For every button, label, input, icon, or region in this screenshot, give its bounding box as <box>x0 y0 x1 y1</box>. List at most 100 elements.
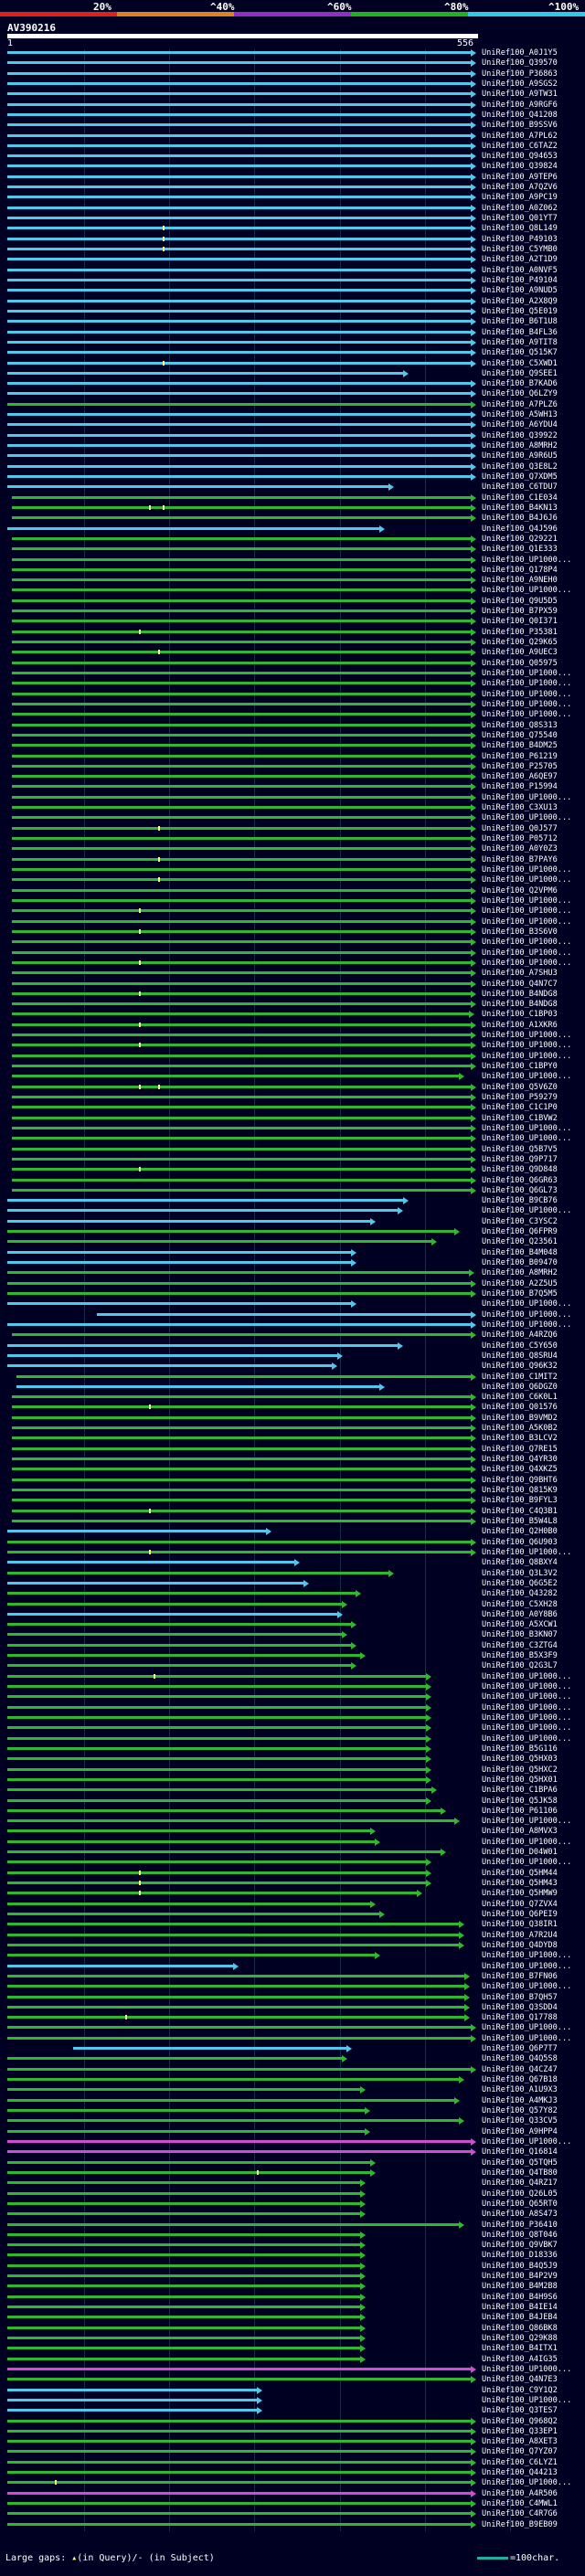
hit-row[interactable]: UniRef100_UP1000... <box>0 669 585 680</box>
hit-bar[interactable] <box>7 2078 460 2082</box>
hit-accession-link[interactable]: UniRef100_P59279 <box>482 1092 558 1102</box>
hit-row[interactable]: UniRef100_B4IE14 <box>0 2303 585 2314</box>
hit-bar[interactable] <box>7 1240 431 1244</box>
hit-row[interactable]: UniRef100_P05712 <box>0 834 585 845</box>
hit-accession-link[interactable]: UniRef100_A8MRH2 <box>482 1268 558 1278</box>
hit-row[interactable]: UniRef100_A4R506 <box>0 2488 585 2500</box>
hit-accession-link[interactable]: UniRef100_Q5HX03 <box>482 1754 558 1765</box>
hit-row[interactable]: UniRef100_UP1000... <box>0 917 585 928</box>
hit-bar[interactable] <box>7 2522 471 2526</box>
hit-bar[interactable] <box>12 991 471 995</box>
hit-bar[interactable] <box>12 1436 471 1440</box>
hit-row[interactable]: UniRef100_A9TIT8 <box>0 338 585 349</box>
hit-bar[interactable] <box>12 1168 471 1171</box>
hit-bar[interactable] <box>7 112 471 116</box>
hit-row[interactable]: UniRef100_A7SHU3 <box>0 969 585 980</box>
hit-row[interactable]: UniRef100_Q05975 <box>0 659 585 670</box>
hit-bar[interactable] <box>7 1364 333 1368</box>
hit-bar[interactable] <box>12 940 471 944</box>
hit-accession-link[interactable]: UniRef100_B4Q5J9 <box>482 2261 558 2271</box>
hit-row[interactable]: UniRef100_A8MRH2 <box>0 1268 585 1279</box>
hit-accession-link[interactable]: UniRef100_A7PL62 <box>482 131 558 141</box>
hit-row[interactable]: UniRef100_UP1000... <box>0 1692 585 1703</box>
hit-row[interactable]: UniRef100_UP1000... <box>0 1858 585 1869</box>
hit-bar[interactable] <box>12 1002 471 1006</box>
hit-accession-link[interactable]: UniRef100_Q8L149 <box>482 224 558 234</box>
hit-bar[interactable] <box>7 1261 351 1265</box>
hit-bar[interactable] <box>7 1871 427 1874</box>
hit-accession-link[interactable]: UniRef100_UP1000... <box>482 958 572 968</box>
hit-bar[interactable] <box>12 1188 471 1192</box>
hit-row[interactable]: UniRef100_A8XET3 <box>0 2437 585 2448</box>
hit-row[interactable]: UniRef100_UP1000... <box>0 1672 585 1683</box>
hit-row[interactable]: UniRef100_B4KN13 <box>0 504 585 514</box>
hit-bar[interactable] <box>12 630 471 633</box>
hit-accession-link[interactable]: UniRef100_Q38IR1 <box>482 1920 558 1930</box>
hit-bar[interactable] <box>7 1199 403 1203</box>
hit-row[interactable]: UniRef100_C5Y650 <box>0 1341 585 1352</box>
hit-row[interactable]: UniRef100_Q9D848 <box>0 1165 585 1176</box>
hit-row[interactable]: UniRef100_UP1000... <box>0 1134 585 1145</box>
hit-accession-link[interactable]: UniRef100_P15994 <box>482 782 558 792</box>
hit-accession-link[interactable]: UniRef100_A0NVF5 <box>482 265 558 275</box>
hit-bar[interactable] <box>16 1374 471 1378</box>
hit-row[interactable]: UniRef100_Q5B7V5 <box>0 1145 585 1156</box>
hit-accession-link[interactable]: UniRef100_Q65RT0 <box>482 2199 558 2209</box>
hit-accession-link[interactable]: UniRef100_Q5TQH5 <box>482 2157 558 2168</box>
hit-bar[interactable] <box>12 599 471 602</box>
hit-bar[interactable] <box>7 2357 361 2360</box>
hit-accession-link[interactable]: UniRef100_Q01YT7 <box>482 214 558 224</box>
hit-bar[interactable] <box>12 610 471 613</box>
hit-accession-link[interactable]: UniRef100_Q515K7 <box>482 348 558 358</box>
hit-bar[interactable] <box>7 2502 471 2506</box>
hit-accession-link[interactable]: UniRef100_A4R506 <box>482 2488 558 2498</box>
hit-bar[interactable] <box>12 682 471 685</box>
hit-bar[interactable] <box>12 557 471 561</box>
hit-bar[interactable] <box>12 1075 460 1078</box>
hit-row[interactable]: UniRef100_UP1000... <box>0 700 585 711</box>
hit-row[interactable]: UniRef100_B9SSV6 <box>0 121 585 132</box>
hit-row[interactable]: UniRef100_A6YDU4 <box>0 420 585 431</box>
hit-accession-link[interactable]: UniRef100_Q17788 <box>482 2013 558 2023</box>
hit-row[interactable]: UniRef100_Q0I371 <box>0 617 585 628</box>
hit-row[interactable]: UniRef100_Q5TQH5 <box>0 2157 585 2169</box>
hit-row[interactable]: UniRef100_B9EB09 <box>0 2520 585 2531</box>
hit-row[interactable]: UniRef100_C4Q3B1 <box>0 1507 585 1518</box>
hit-accession-link[interactable]: UniRef100_B3LCV2 <box>482 1434 558 1444</box>
hit-bar[interactable] <box>7 133 471 137</box>
hit-bar[interactable] <box>12 744 471 747</box>
hit-row[interactable]: UniRef100_Q94653 <box>0 152 585 163</box>
hit-row[interactable]: UniRef100_Q67B18 <box>0 2075 585 2086</box>
hit-accession-link[interactable]: UniRef100_B7PX59 <box>482 607 558 617</box>
hit-bar[interactable] <box>12 1044 471 1047</box>
hit-accession-link[interactable]: UniRef100_Q4DYD8 <box>482 1940 558 1950</box>
hit-row[interactable]: UniRef100_Q4N7E3 <box>0 2375 585 2386</box>
hit-accession-link[interactable]: UniRef100_Q5HMW9 <box>482 1889 558 1899</box>
hit-accession-link[interactable]: UniRef100_A8MVX3 <box>482 1827 558 1837</box>
hit-row[interactable]: UniRef100_Q38IR1 <box>0 1920 585 1931</box>
hit-row[interactable]: UniRef100_Q7RE15 <box>0 1445 585 1456</box>
hit-bar[interactable] <box>7 186 471 189</box>
hit-row[interactable]: UniRef100_B9CB76 <box>0 1196 585 1207</box>
hit-row[interactable]: UniRef100_B4DM25 <box>0 741 585 752</box>
hit-row[interactable]: UniRef100_A2X8Q9 <box>0 297 585 308</box>
hit-bar[interactable] <box>12 929 471 933</box>
hit-row[interactable]: UniRef100_B4M048 <box>0 1248 585 1259</box>
hit-accession-link[interactable]: UniRef100_B5W4L8 <box>482 1516 558 1526</box>
hit-accession-link[interactable]: UniRef100_C9Y1Q2 <box>482 2385 558 2395</box>
hit-accession-link[interactable]: UniRef100_C6TDU7 <box>482 482 558 493</box>
hit-row[interactable]: UniRef100_UP1000... <box>0 679 585 690</box>
hit-accession-link[interactable]: UniRef100_Q6FPR9 <box>482 1227 558 1237</box>
hit-bar[interactable] <box>7 1219 370 1223</box>
hit-bar[interactable] <box>12 981 471 985</box>
hit-row[interactable]: UniRef100_Q39824 <box>0 162 585 173</box>
hit-row[interactable]: UniRef100_Q96K32 <box>0 1362 585 1373</box>
hit-row[interactable]: UniRef100_A7QZV6 <box>0 183 585 194</box>
hit-row[interactable]: UniRef100_UP1000... <box>0 1982 585 1993</box>
hit-accession-link[interactable]: UniRef100_A8XET3 <box>482 2437 558 2447</box>
hit-accession-link[interactable]: UniRef100_Q5HX01 <box>482 1775 558 1785</box>
hit-row[interactable]: UniRef100_A5XCW1 <box>0 1620 585 1631</box>
hit-bar[interactable] <box>7 2326 361 2329</box>
hit-row[interactable]: UniRef100_Q9P717 <box>0 1155 585 1166</box>
hit-accession-link[interactable]: UniRef100_C4MWL1 <box>482 2499 558 2509</box>
